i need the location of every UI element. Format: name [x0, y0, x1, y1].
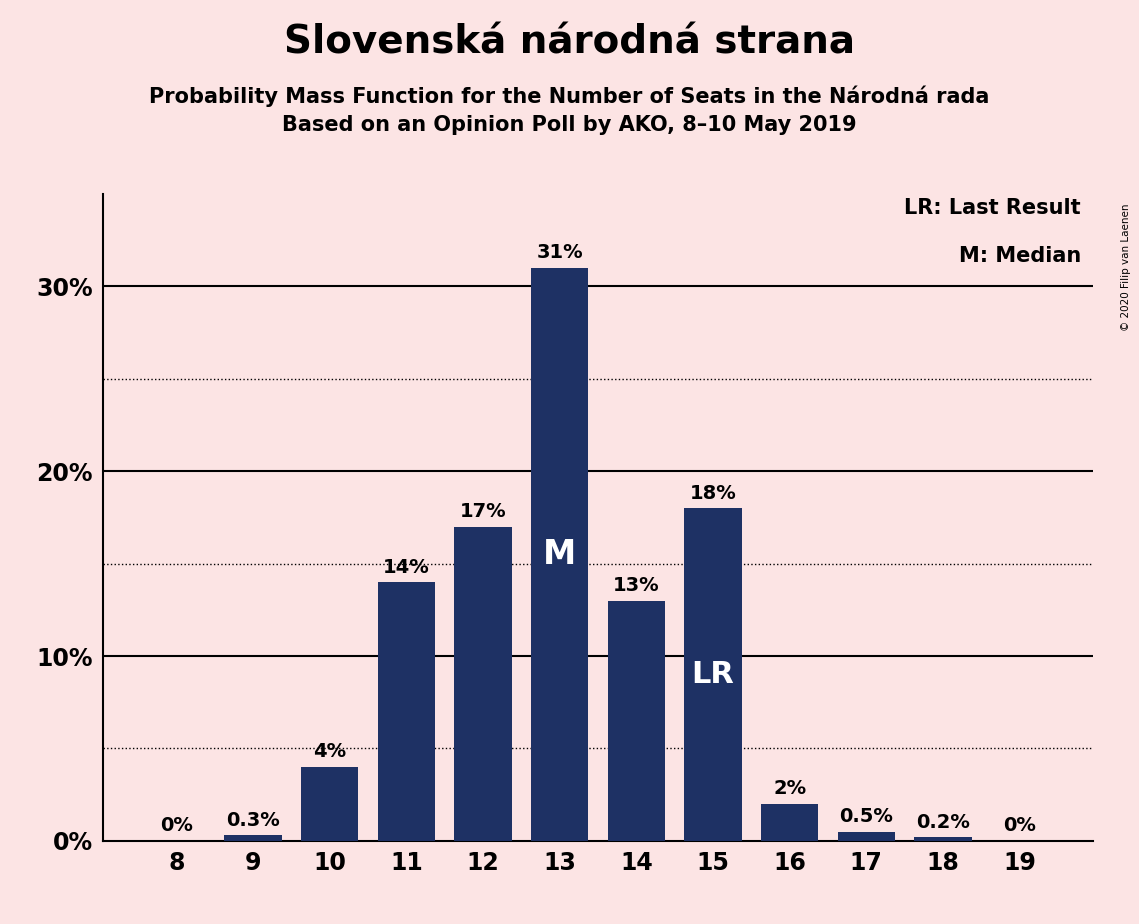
Bar [761, 804, 819, 841]
Text: 2%: 2% [773, 779, 806, 798]
Text: M: M [543, 538, 576, 571]
Text: 0%: 0% [1003, 816, 1036, 835]
Bar [377, 582, 435, 841]
Bar [301, 767, 359, 841]
Text: LR: Last Result: LR: Last Result [904, 198, 1081, 218]
Text: Probability Mass Function for the Number of Seats in the Národná rada: Probability Mass Function for the Number… [149, 85, 990, 106]
Bar [531, 268, 589, 841]
Text: 0.3%: 0.3% [227, 810, 280, 830]
Bar [915, 837, 972, 841]
Text: Slovenská národná strana: Slovenská národná strana [284, 23, 855, 61]
Bar [837, 832, 895, 841]
Text: LR: LR [691, 660, 735, 689]
Text: 0%: 0% [159, 816, 192, 835]
Bar [224, 835, 281, 841]
Text: 0.2%: 0.2% [916, 812, 970, 832]
Text: 13%: 13% [613, 576, 659, 595]
Text: 14%: 14% [383, 557, 429, 577]
Bar [607, 601, 665, 841]
Text: 0.5%: 0.5% [839, 807, 893, 826]
Bar [454, 527, 511, 841]
Text: 18%: 18% [689, 483, 736, 503]
Text: Based on an Opinion Poll by AKO, 8–10 May 2019: Based on an Opinion Poll by AKO, 8–10 Ma… [282, 115, 857, 135]
Text: M: Median: M: Median [959, 246, 1081, 266]
Bar [685, 508, 741, 841]
Text: 31%: 31% [536, 243, 583, 262]
Text: 17%: 17% [460, 502, 507, 521]
Text: 4%: 4% [313, 742, 346, 761]
Text: © 2020 Filip van Laenen: © 2020 Filip van Laenen [1121, 203, 1131, 331]
